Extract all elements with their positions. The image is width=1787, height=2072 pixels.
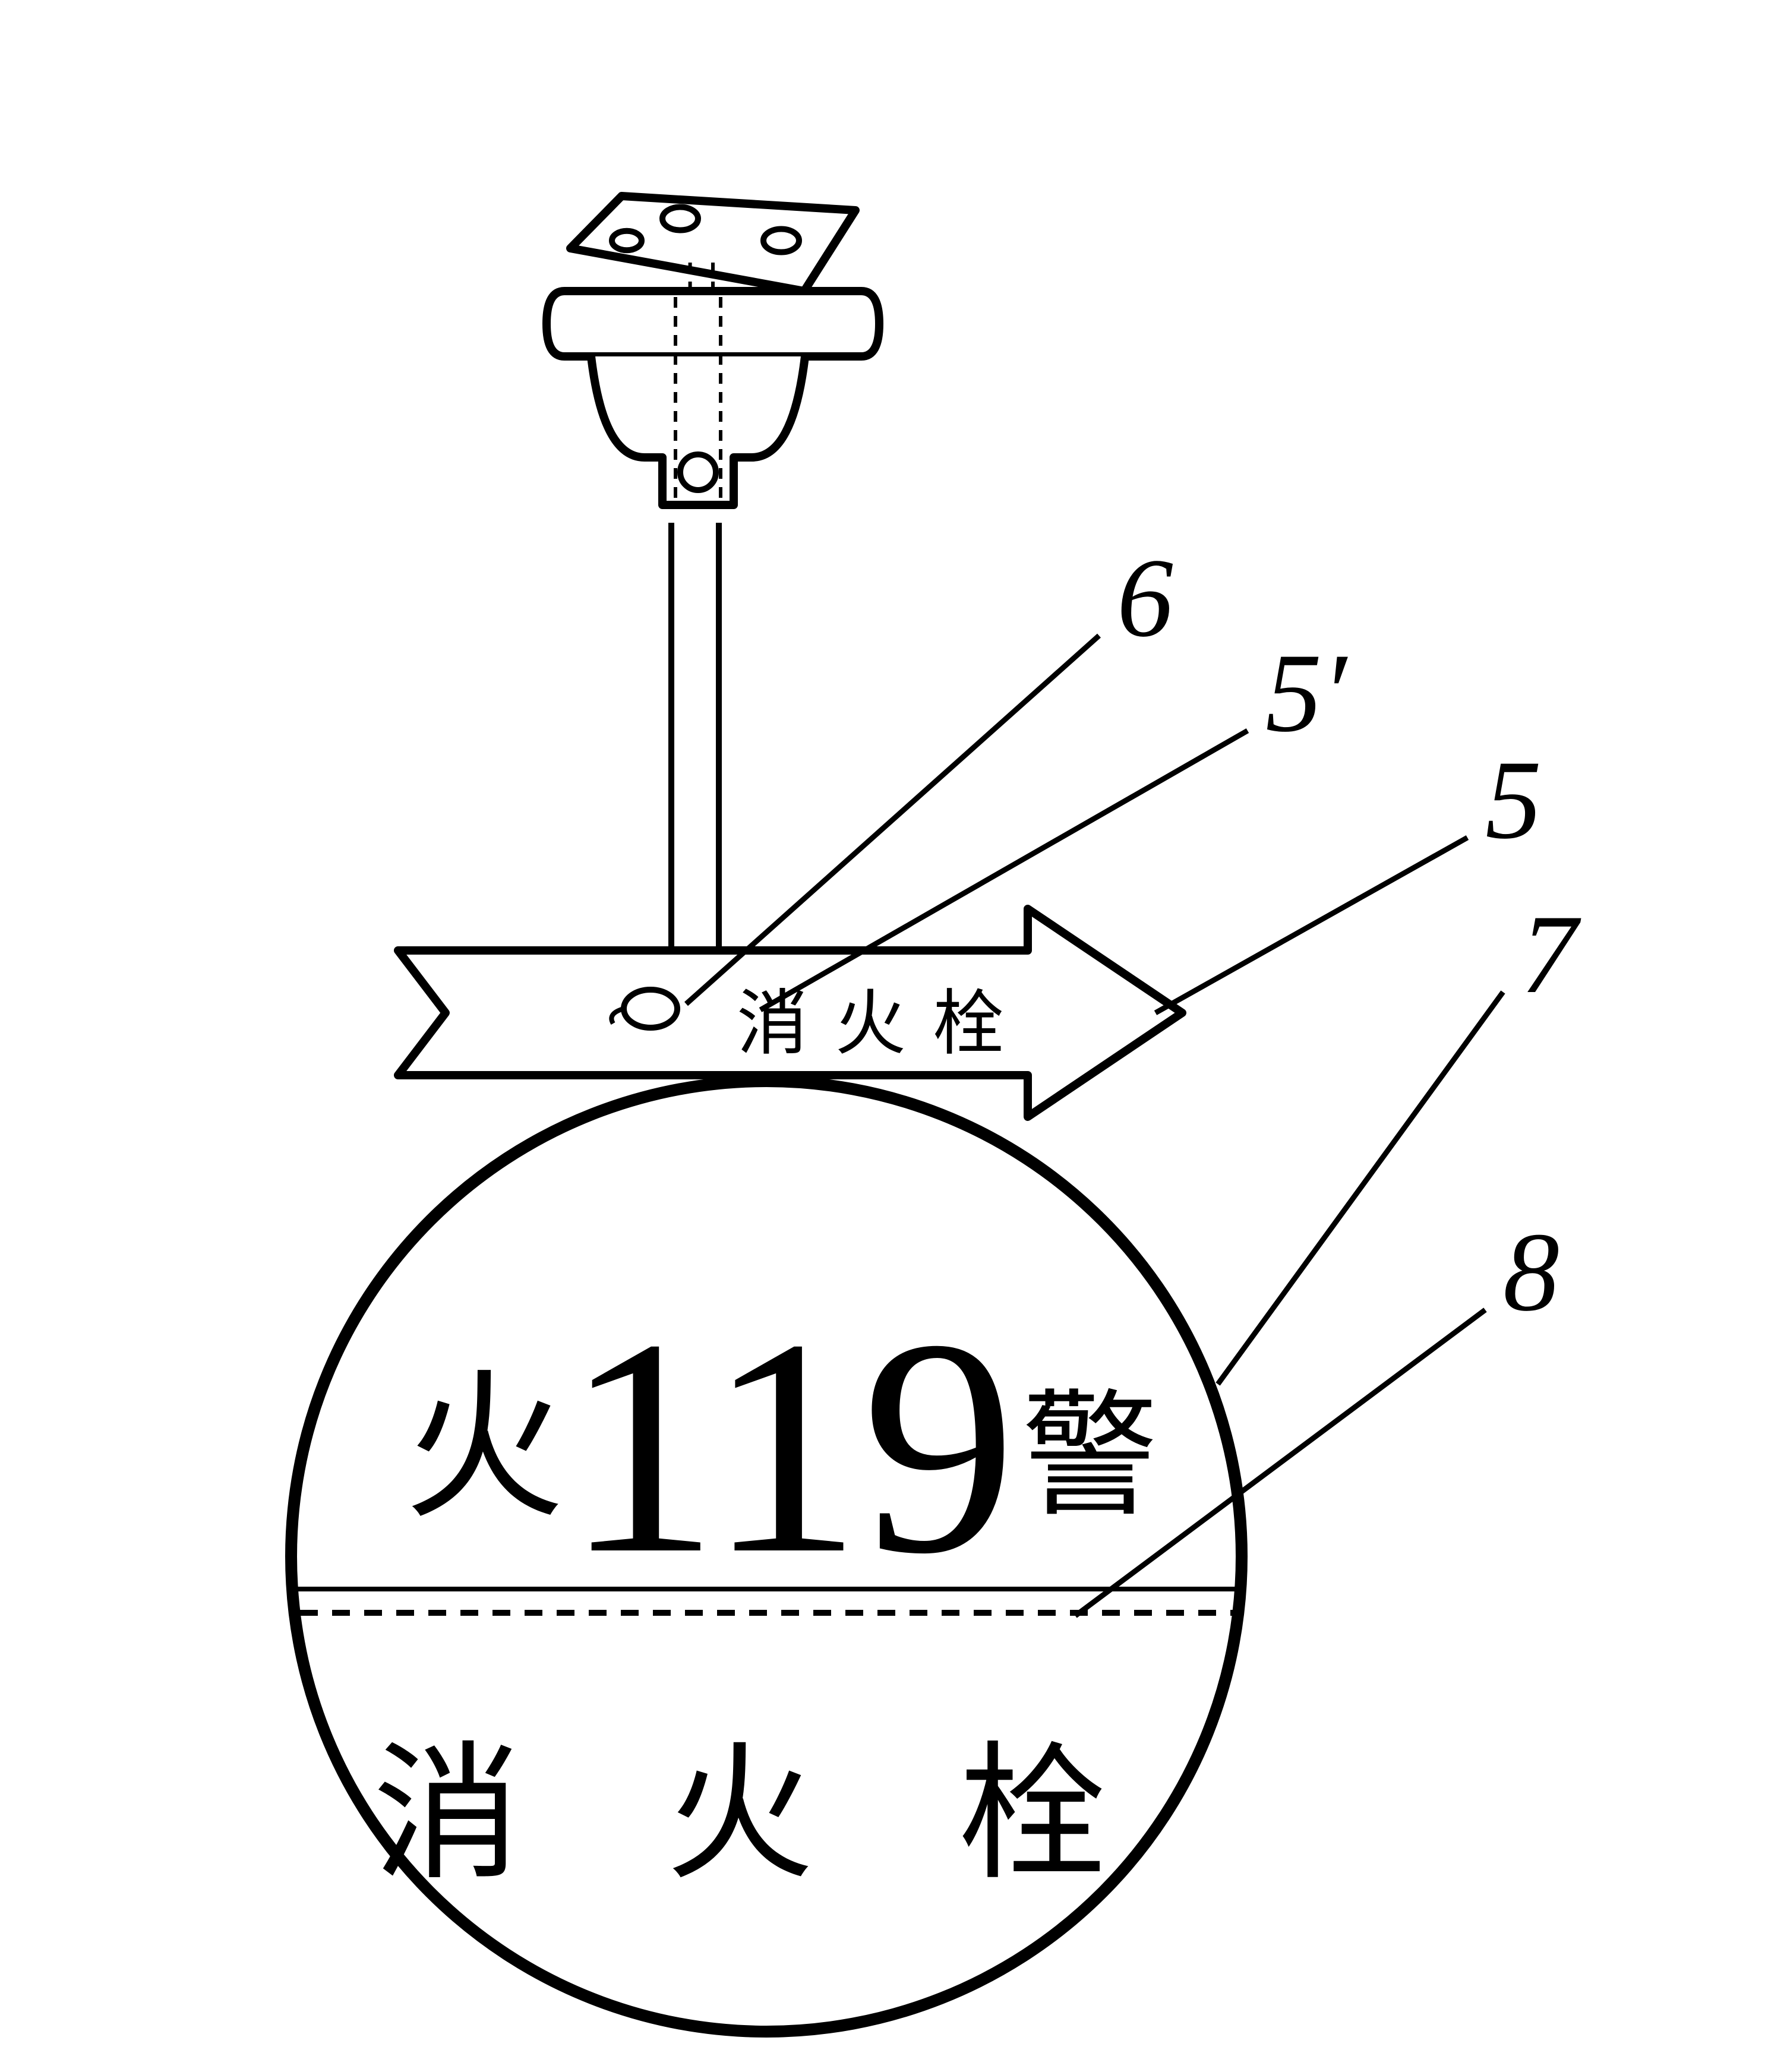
diagram-svg: 消火栓火119警消 火 栓65′578 xyxy=(0,0,1787,2072)
circle-bottom-text: 消 火 栓 xyxy=(373,1733,1160,1898)
callout-label-6: 6 xyxy=(1117,536,1173,661)
callout-label-7: 7 xyxy=(1521,892,1581,1017)
circle-top-left-char: 火 xyxy=(404,1360,564,1538)
circle-top-number: 119 xyxy=(564,1276,1016,1618)
callout-label-5prime: 5′ xyxy=(1265,631,1348,756)
callout-label-8: 8 xyxy=(1503,1210,1559,1335)
circle-top-right-char: 警 xyxy=(1022,1381,1158,1533)
callout-label-5: 5 xyxy=(1485,738,1542,863)
fire-hydrant-diagram: 消火栓火119警消 火 栓65′578 xyxy=(0,0,1787,2072)
